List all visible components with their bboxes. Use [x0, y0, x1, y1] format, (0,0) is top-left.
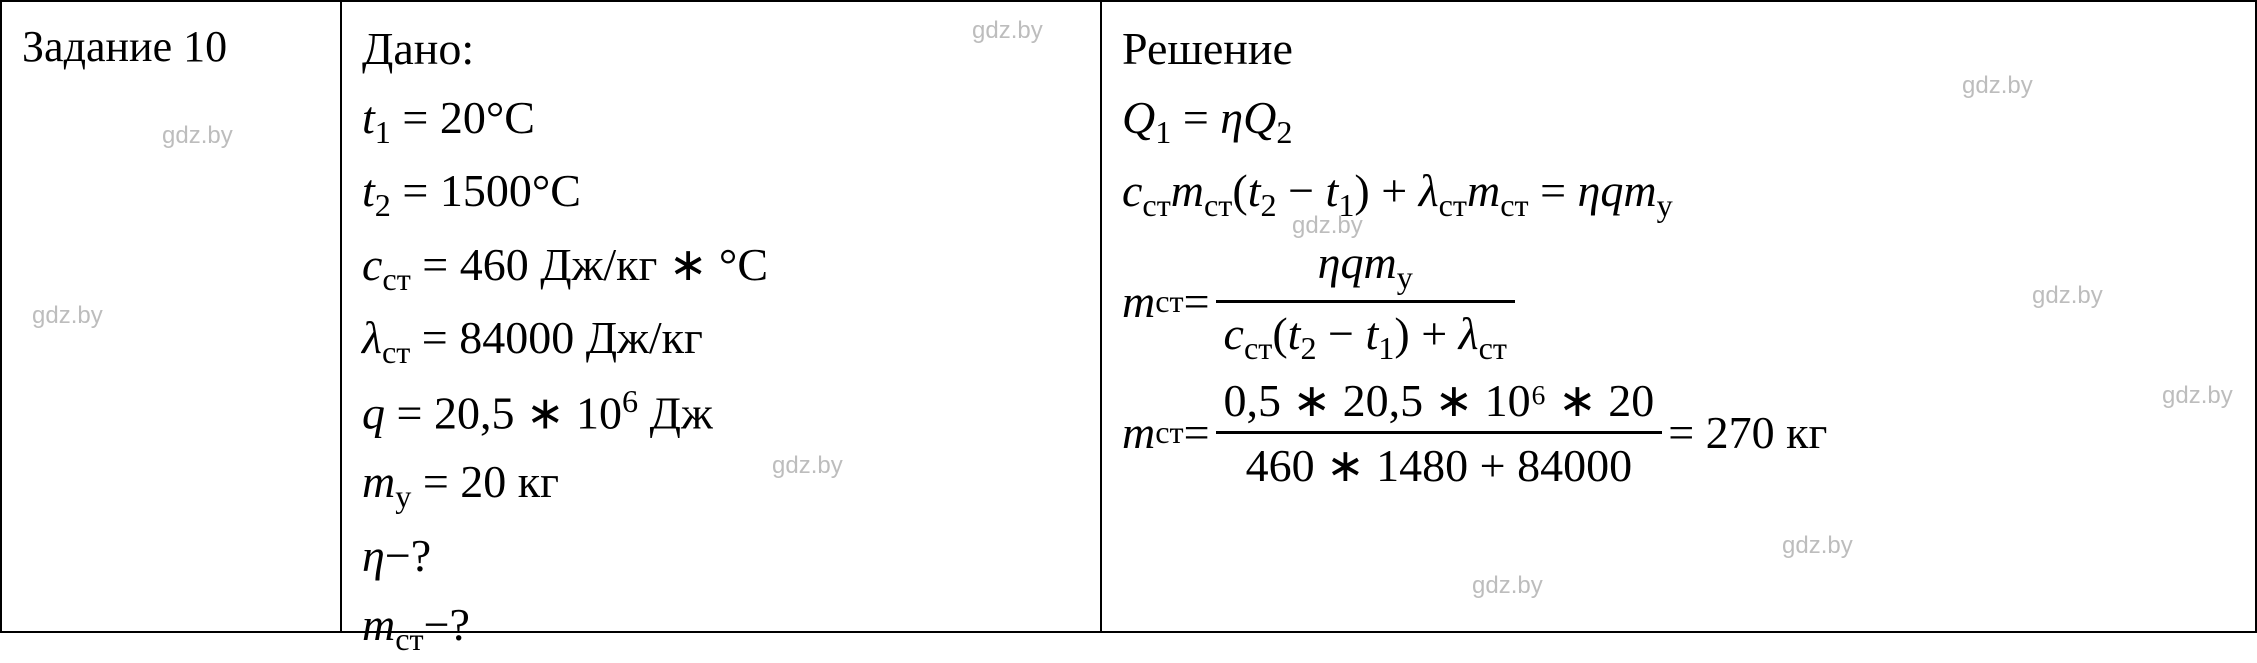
var-cst: c: [362, 239, 382, 290]
given-q: q = 20,5 ∗ 106 Дж: [362, 377, 1080, 447]
eq3: mст = ηqmу cст(t2 − t1) + λст: [1122, 236, 2235, 367]
eq4-fraction: 0,5 ∗ 20,5 ∗ 10⁶ ∗ 20 460 ∗ 1480 + 84000: [1216, 373, 1663, 492]
watermark: gdz.by: [1472, 572, 1543, 600]
task-column: Задание 10 gdz.by gdz.by: [2, 2, 342, 631]
given-t1: t1 = 20°C: [362, 83, 1080, 156]
eq1: Q1 = ηQ2: [1122, 83, 2235, 156]
given-eta-q: η−?: [362, 521, 1080, 590]
var-t1: t: [362, 92, 375, 143]
eq4: mст = 0,5 ∗ 20,5 ∗ 10⁶ ∗ 20 460 ∗ 1480 +…: [1122, 373, 2235, 492]
var-my: m: [362, 456, 395, 507]
solution-column: Решение Q1 = ηQ2 cстmст(t2 − t1) + λстmс…: [1102, 2, 2255, 631]
given-my: mу = 20 кг: [362, 447, 1080, 520]
var-q: q: [362, 387, 385, 438]
physics-problem-table: Задание 10 gdz.by gdz.by Дано: t1 = 20°C …: [0, 0, 2257, 633]
eq2: cстmст(t2 − t1) + λстmст = ηqmу: [1122, 156, 2235, 229]
var-mst: m: [362, 599, 395, 650]
watermark: gdz.by: [162, 122, 233, 150]
watermark: gdz.by: [1782, 532, 1853, 560]
solution-header: Решение: [1122, 14, 2235, 83]
var-t2: t: [362, 165, 375, 216]
watermark: gdz.by: [32, 302, 103, 330]
given-cst: cст = 460 Дж/кг ∗ °C: [362, 230, 1080, 303]
task-title: Задание 10: [22, 14, 320, 80]
eq3-fraction: ηqmу cст(t2 − t1) + λст: [1216, 236, 1515, 367]
var-lambda: λ: [362, 312, 382, 363]
given-lambda: λст = 84000 Дж/кг: [362, 303, 1080, 376]
given-header: Дано:: [362, 14, 1080, 83]
var-eta: η: [362, 530, 385, 581]
given-column: Дано: t1 = 20°C t2 = 1500°C cст = 460 Дж…: [342, 2, 1102, 631]
given-mst-q: mст−?: [362, 590, 1080, 663]
given-t2: t2 = 1500°C: [362, 156, 1080, 229]
